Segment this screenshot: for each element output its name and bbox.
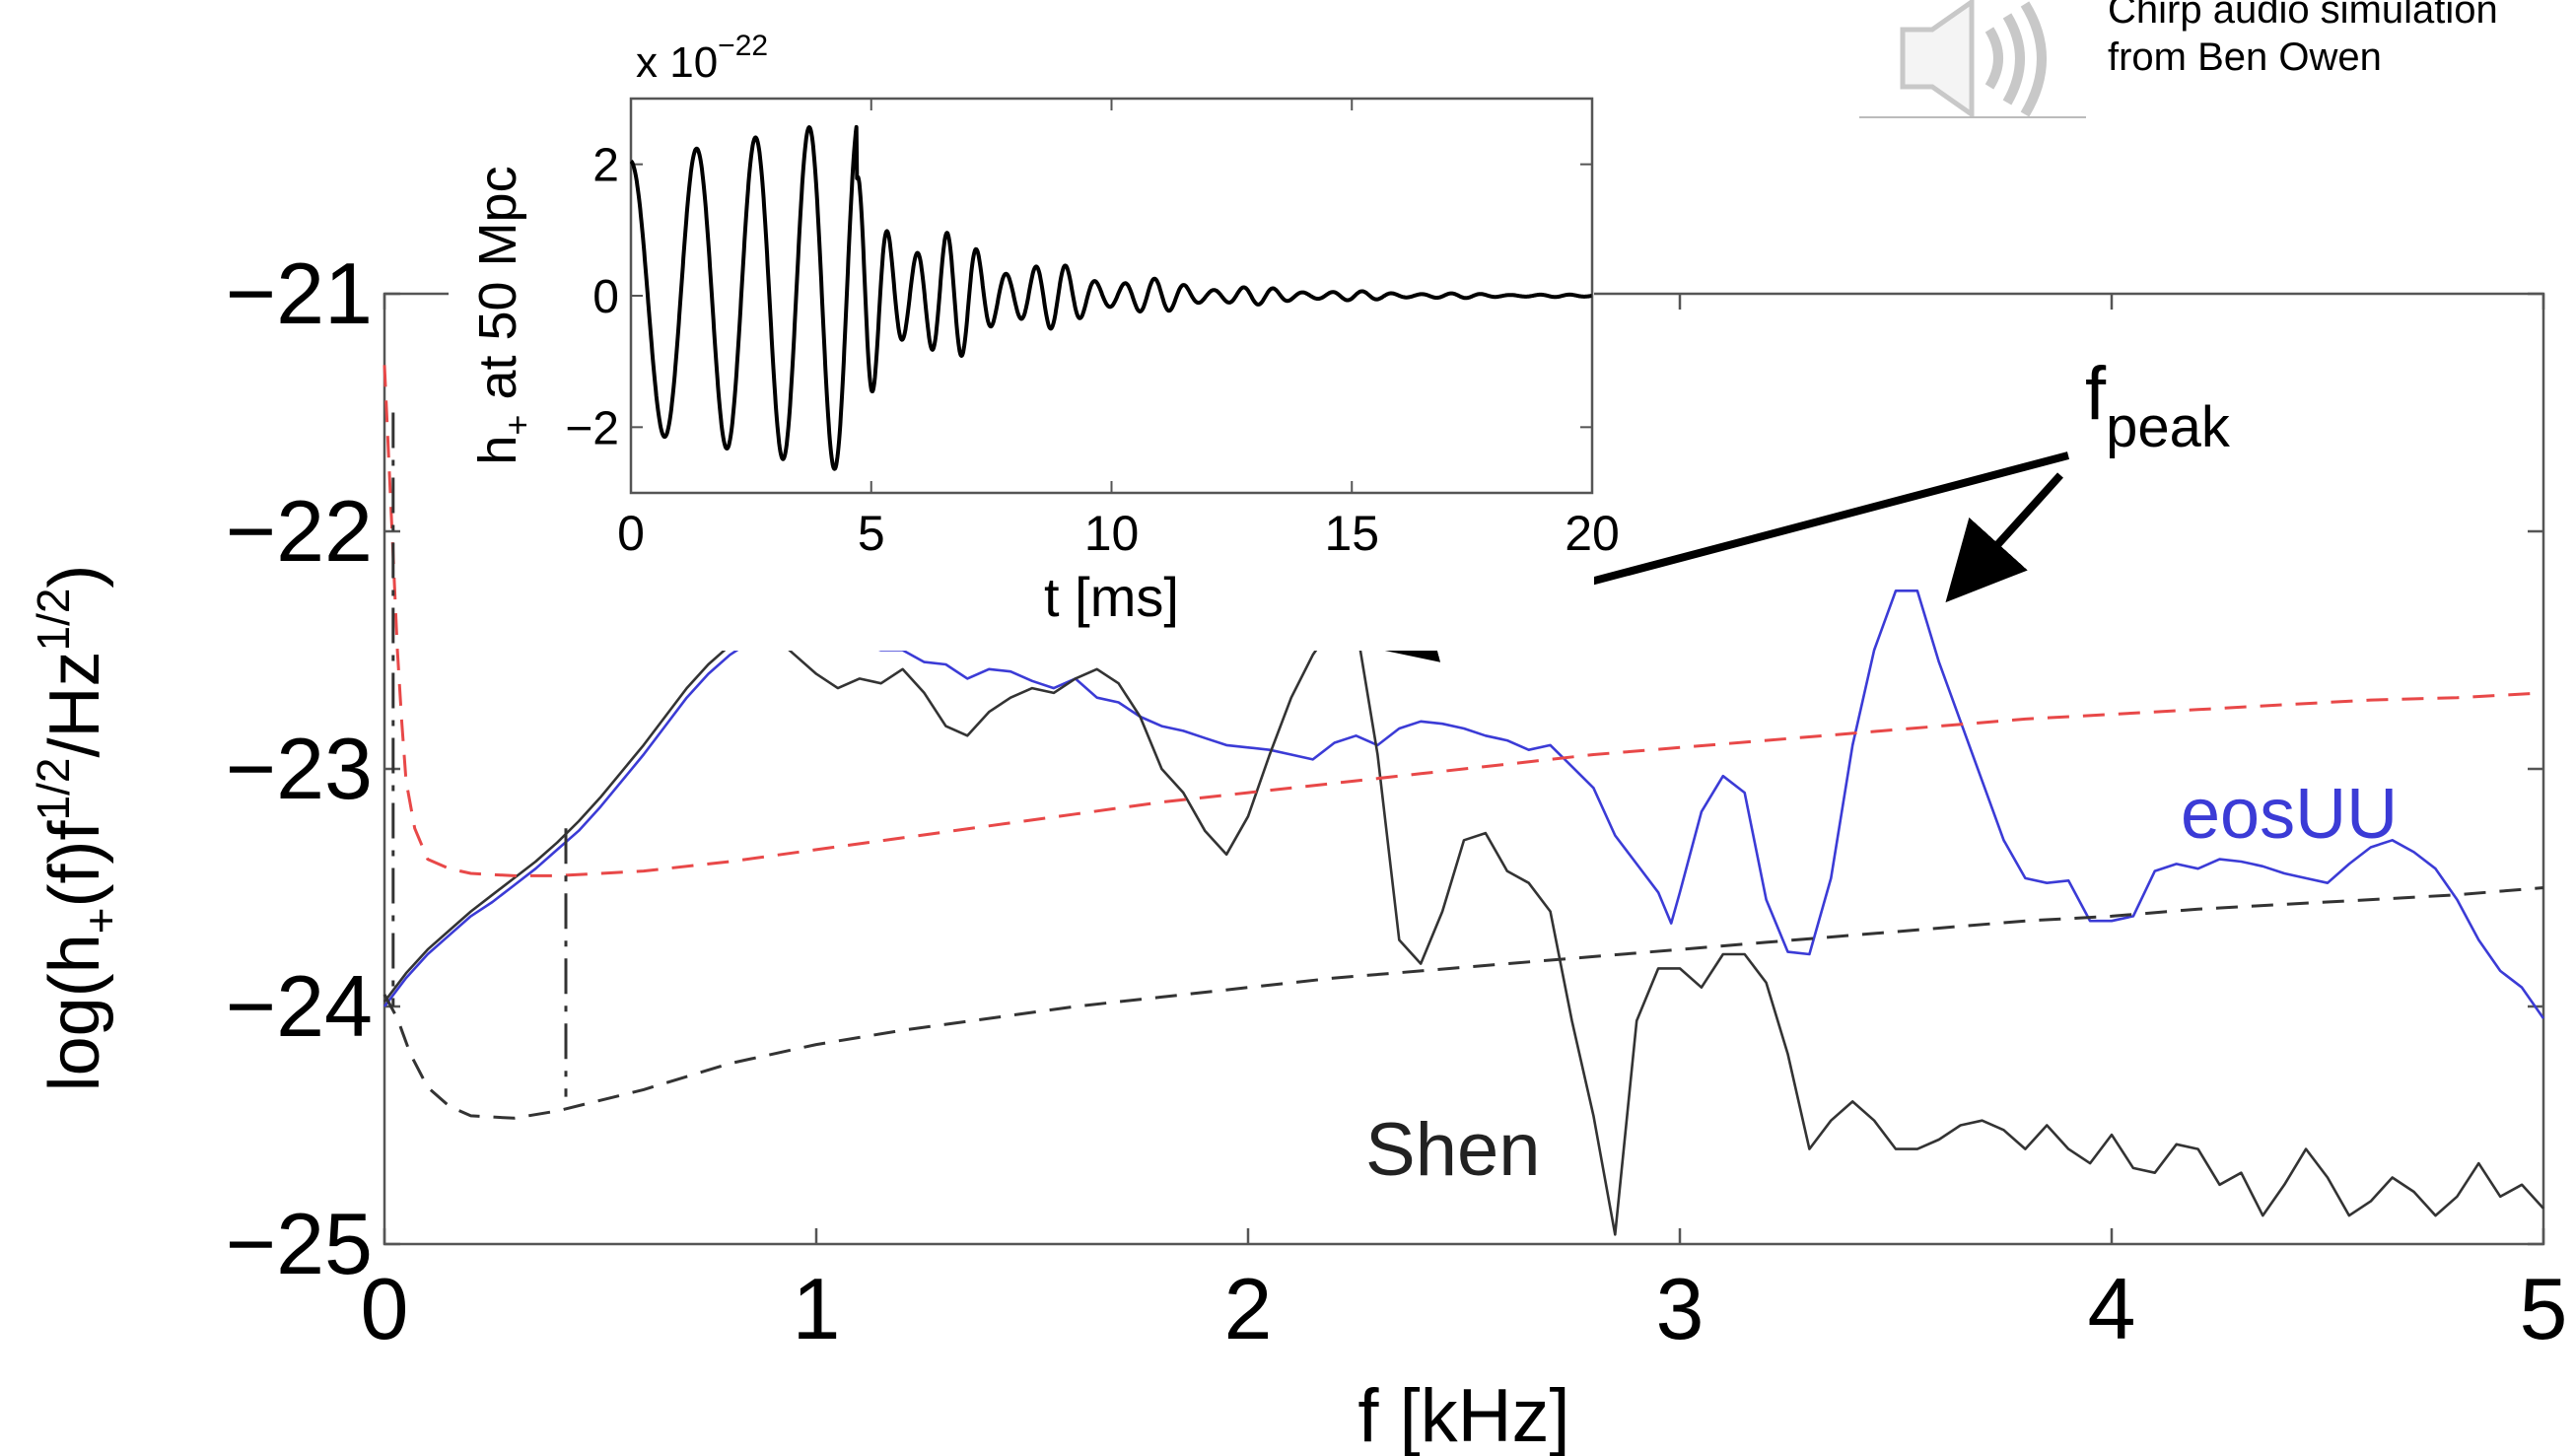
- ylabel-part-d: ): [35, 565, 114, 589]
- fpeak-label: fpeak: [2085, 352, 2231, 459]
- inset-x-tick-label: 5: [858, 506, 885, 561]
- main-x-tick-label: 3: [1656, 1260, 1705, 1357]
- inset-ylabel-h: h: [468, 436, 527, 465]
- ylabel-part-c-sup: 1/2: [28, 589, 79, 652]
- ylabel-part-b: (f)f: [35, 819, 114, 907]
- inset-x-tick-label: 10: [1084, 506, 1140, 561]
- speaker-underline: [1859, 116, 2086, 118]
- main-plot: 0 1 2 3 4 5−21−22−23−24−25 f [kHz] log(h+(f)f…: [28, 244, 2567, 1456]
- inset-background: [449, 39, 1594, 651]
- inset-ylabel-rest: at 50 Mpc: [468, 166, 527, 414]
- inset-scale-exponent: −22: [718, 30, 768, 62]
- main-y-tick-label: −25: [226, 1195, 373, 1292]
- inset-scale-label: x 10−22: [636, 30, 768, 87]
- main-x-tick-label: 2: [1224, 1260, 1273, 1357]
- ylabel-part-b-sup: 1/2: [28, 758, 79, 821]
- main-x-tick-label: 5: [2520, 1260, 2568, 1357]
- ylabel-part-c: /Hz: [35, 652, 114, 758]
- inset-x-tick-label: 20: [1565, 506, 1620, 561]
- shen-series-label: Shen: [1365, 1108, 1541, 1192]
- audio-caption: Chirp audio simulation from Ben Owen: [2108, 0, 2575, 81]
- main-axis-ticks: 0 1 2 3 4 5−21−22−23−24−25: [226, 244, 2568, 1357]
- main-x-tick-label: 1: [793, 1260, 841, 1357]
- main-x-tick-label: 4: [2088, 1260, 2136, 1357]
- main-y-tick-label: −21: [226, 244, 373, 342]
- inset-y-axis-label: h+ at 50 Mpc: [468, 166, 537, 464]
- eosUU-series-label: eosUU: [2181, 775, 2398, 854]
- main-y-axis-label: log(h+(f)f1/2/Hz1/2): [28, 565, 126, 1092]
- inset-x-tick-label: 15: [1324, 506, 1379, 561]
- fpeak-sub: peak: [2106, 395, 2231, 459]
- ylabel-part-a-sub: +: [75, 907, 126, 934]
- audio-widget[interactable]: [1853, 0, 2575, 128]
- inset-y-tick-label: −2: [565, 402, 619, 454]
- main-y-tick-label: −22: [226, 482, 373, 580]
- inset-scale-base: x 10: [636, 38, 718, 87]
- main-y-tick-label: −23: [226, 720, 373, 817]
- inset-y-tick-label: 2: [592, 140, 619, 192]
- inset-ylabel-sub: +: [497, 415, 537, 436]
- main-y-tick-label: −24: [226, 957, 373, 1055]
- audio-caption-line-2: from Ben Owen: [2108, 35, 2382, 79]
- fpeak-arrow-2: [1945, 472, 2063, 603]
- main-x-axis-label: f [kHz]: [1357, 1374, 1569, 1456]
- inset-y-tick-label: 0: [592, 271, 619, 323]
- fpeak-main: f: [2085, 352, 2107, 436]
- speaker-icon[interactable]: [1863, 0, 2080, 116]
- audio-caption-line-1: Chirp audio simulation: [2108, 0, 2498, 32]
- inset-x-axis-label: t [ms]: [1044, 566, 1179, 628]
- inset-series-group: [629, 124, 1593, 471]
- main-x-tick-label: 0: [361, 1260, 409, 1357]
- series-reference-2-line: [383, 365, 2544, 877]
- ylabel-part-a: log(h: [35, 934, 114, 1091]
- series-reference-3-line: [383, 886, 2544, 1120]
- inset-x-tick-label: 0: [617, 506, 645, 561]
- inset-waveform-line: [629, 124, 1593, 471]
